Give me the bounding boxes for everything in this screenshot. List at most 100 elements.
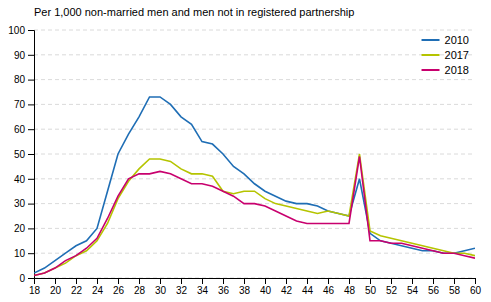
lines xyxy=(34,97,475,276)
y-tick: 30 xyxy=(14,198,34,209)
x-tick-mark xyxy=(454,278,455,284)
x-tick: 60 xyxy=(470,278,482,296)
x-tick-label: 54 xyxy=(407,285,419,296)
legend-swatch xyxy=(422,69,440,71)
series-line xyxy=(34,154,475,276)
legend-label: 2018 xyxy=(445,64,469,76)
y-tick-mark xyxy=(28,129,34,130)
x-tick-label: 48 xyxy=(344,285,356,296)
x-tick-label: 24 xyxy=(92,285,104,296)
y-tick-mark xyxy=(28,154,34,155)
grid-line xyxy=(34,154,475,155)
y-tick-label: 70 xyxy=(14,99,26,110)
x-tick-label: 30 xyxy=(155,285,167,296)
x-tick: 46 xyxy=(323,278,335,296)
y-tick-label: 10 xyxy=(14,248,26,259)
x-tick: 28 xyxy=(134,278,146,296)
x-tick: 52 xyxy=(386,278,398,296)
chart: 1820222426283032343638404244464850525456… xyxy=(0,0,491,302)
x-tick: 18 xyxy=(29,278,41,296)
y-axis-line xyxy=(28,31,35,279)
x-tick-mark xyxy=(244,278,245,284)
y-tick-mark xyxy=(28,228,34,229)
grid-line xyxy=(34,178,475,179)
x-tick: 20 xyxy=(50,278,62,296)
x-tick-mark xyxy=(202,278,203,284)
x-tick-label: 40 xyxy=(260,285,272,296)
grid-line xyxy=(34,79,475,80)
x-tick-label: 32 xyxy=(176,285,188,296)
grid-line xyxy=(34,253,475,254)
y-tick-label: 40 xyxy=(14,174,26,185)
x-tick-mark xyxy=(118,278,119,284)
x-tick-mark xyxy=(76,278,77,284)
x-tick-label: 28 xyxy=(134,285,146,296)
x-tick-label: 34 xyxy=(197,285,209,296)
grid-line xyxy=(34,228,475,229)
x-tick-label: 46 xyxy=(323,285,335,296)
grid-line xyxy=(34,104,475,105)
x-tick-mark xyxy=(412,278,413,284)
x-tick-mark xyxy=(55,278,56,284)
x-tick-label: 60 xyxy=(470,285,482,296)
x-tick: 58 xyxy=(449,278,461,296)
y-tick: 20 xyxy=(14,223,34,234)
y-tick: 40 xyxy=(14,174,34,185)
x-tick-mark xyxy=(181,278,182,284)
y-tick: 80 xyxy=(14,74,34,85)
x-tick-mark xyxy=(475,278,476,284)
y-tick-label: 100 xyxy=(8,25,25,36)
x-tick-mark xyxy=(307,278,308,284)
y-tick-label: 90 xyxy=(14,50,26,61)
y-tick-label: 0 xyxy=(19,273,25,284)
x-tick-label: 20 xyxy=(50,285,62,296)
x-tick-label: 38 xyxy=(239,285,251,296)
x-tick-label: 22 xyxy=(71,285,83,296)
grid-line xyxy=(34,30,475,31)
legend-item: 2018 xyxy=(422,64,469,76)
y-tick-mark xyxy=(28,80,34,81)
y-tick: 90 xyxy=(14,50,34,61)
x-tick-mark xyxy=(328,278,329,284)
x-tick: 30 xyxy=(155,278,167,296)
y-tick-label: 60 xyxy=(14,124,26,135)
x-tick-mark xyxy=(139,278,140,284)
x-tick-mark xyxy=(223,278,224,284)
x-tick: 42 xyxy=(281,278,293,296)
x-tick-label: 44 xyxy=(302,285,314,296)
y-tick: 0 xyxy=(19,273,34,284)
x-tick-mark xyxy=(349,278,350,284)
y-tick: 50 xyxy=(14,149,34,160)
y-tick-label: 80 xyxy=(14,74,26,85)
y-tick: 60 xyxy=(14,124,34,135)
x-tick: 22 xyxy=(71,278,83,296)
y-tick-mark xyxy=(28,278,34,279)
y-tick-mark xyxy=(28,204,34,205)
x-tick-label: 18 xyxy=(29,285,41,296)
legend-label: 2017 xyxy=(445,49,469,61)
x-tick-mark xyxy=(433,278,434,284)
x-tick: 34 xyxy=(197,278,209,296)
x-tick-label: 52 xyxy=(386,285,398,296)
x-tick-label: 26 xyxy=(113,285,125,296)
x-tick: 40 xyxy=(260,278,272,296)
x-tick-mark xyxy=(370,278,371,284)
title: Per 1,000 non-married men and men not in… xyxy=(34,6,354,18)
series-line xyxy=(34,97,475,273)
x-tick: 24 xyxy=(92,278,104,296)
x-tick: 48 xyxy=(344,278,356,296)
x-tick: 56 xyxy=(428,278,440,296)
y-tick-mark xyxy=(28,179,34,180)
plot: 1820222426283032343638404244464850525456… xyxy=(8,25,481,296)
x-tick-mark xyxy=(286,278,287,284)
x-axis: 1820222426283032343638404244464850525456… xyxy=(29,278,482,296)
grid-line xyxy=(34,54,475,55)
y-tick-mark xyxy=(28,30,34,31)
legend-label: 2010 xyxy=(445,34,469,46)
x-tick: 50 xyxy=(365,278,377,296)
legend: 2010 2017 2018 xyxy=(422,34,469,76)
x-tick: 26 xyxy=(113,278,125,296)
series-line xyxy=(34,156,475,275)
legend-item: 2010 xyxy=(422,34,469,46)
y-axis: 0 10 20 30 40 50 60 70 80 90 100 xyxy=(8,25,34,284)
